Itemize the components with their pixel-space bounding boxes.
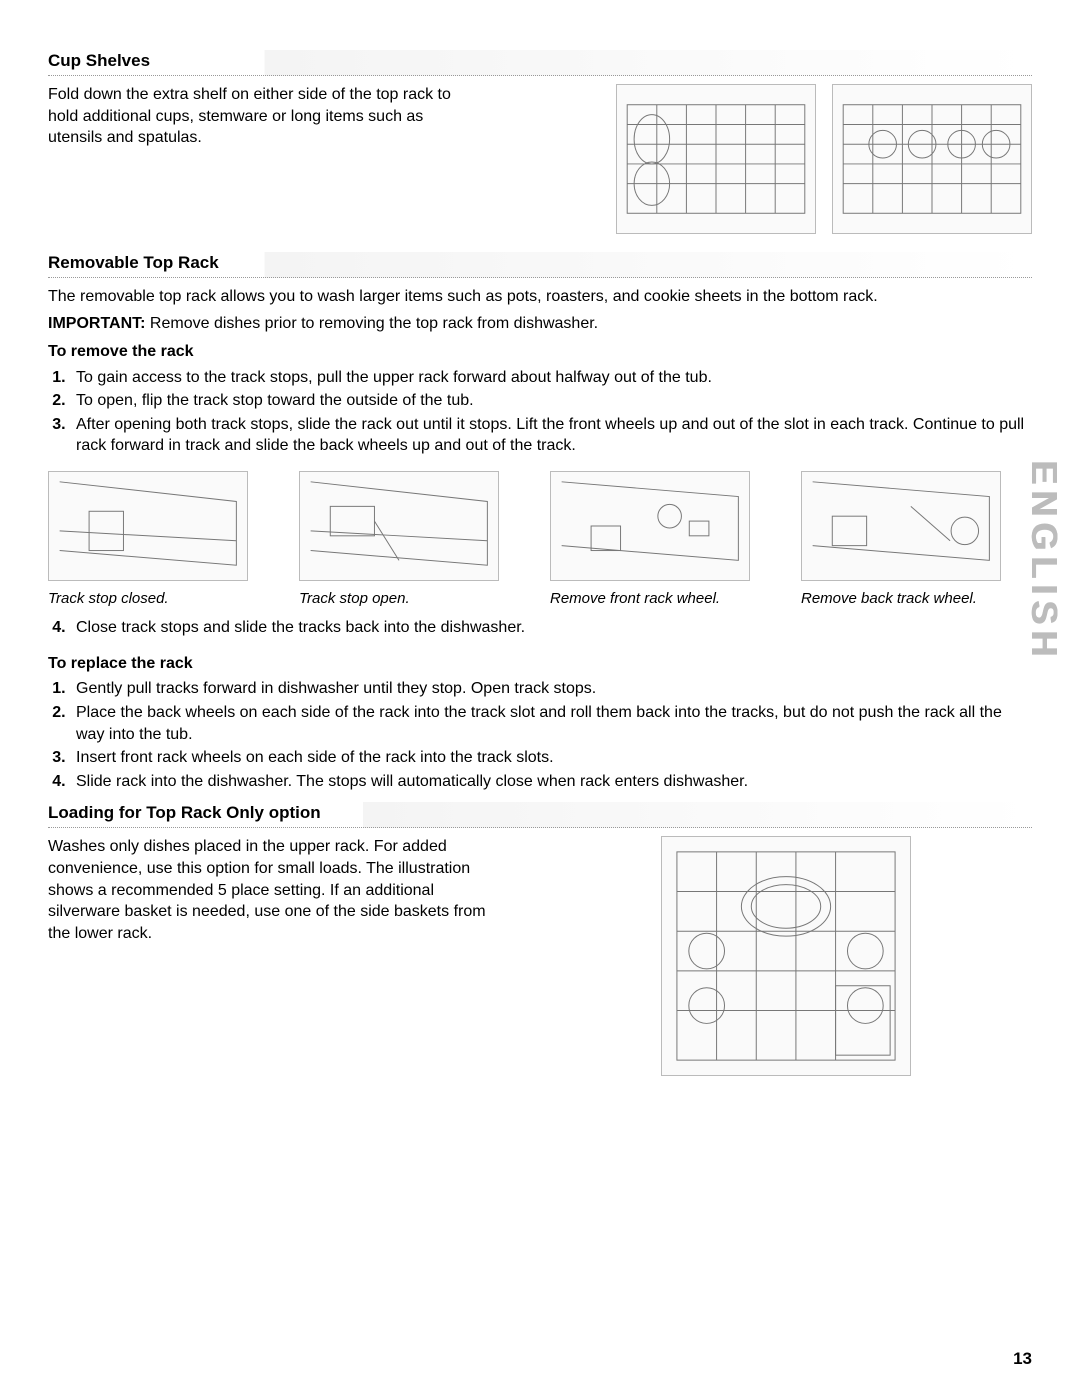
illustration-cup-shelf-right	[832, 84, 1032, 234]
remove-step-1: To gain access to the track stops, pull …	[70, 367, 1032, 389]
replace-step-3: Insert front rack wheels on each side of…	[70, 747, 1032, 769]
caption-track-stop-closed: Track stop closed.	[48, 589, 169, 609]
remove-step-3: After opening both track stops, slide th…	[70, 414, 1032, 457]
caption-remove-back-wheel: Remove back track wheel.	[801, 589, 977, 609]
remove-step-4: Close track stops and slide the tracks b…	[70, 617, 1032, 639]
illustration-remove-back-wheel	[801, 471, 1001, 581]
cup-shelves-text: Fold down the extra shelf on either side…	[48, 84, 481, 149]
replace-step-4: Slide rack into the dishwasher. The stop…	[70, 771, 1032, 793]
subheading-to-remove-rack: To remove the rack	[48, 341, 1032, 363]
remove-step-2: To open, flip the track stop toward the …	[70, 390, 1032, 412]
illustration-track-stop-closed	[48, 471, 248, 581]
remove-rack-steps: To gain access to the track stops, pull …	[70, 367, 1032, 457]
replace-rack-steps: Gently pull tracks forward in dishwasher…	[70, 678, 1032, 792]
important-text: Remove dishes prior to removing the top …	[145, 315, 598, 332]
important-label: IMPORTANT:	[48, 315, 145, 332]
replace-step-2: Place the back wheels on each side of th…	[70, 702, 1032, 745]
caption-track-stop-open: Track stop open.	[299, 589, 410, 609]
important-line: IMPORTANT: Remove dishes prior to removi…	[48, 313, 1032, 335]
section-heading-loading-top-rack-only: Loading for Top Rack Only option	[48, 802, 1032, 828]
track-stop-illustrations: Track stop closed. Track stop open. Remo…	[48, 471, 1032, 609]
illustration-remove-front-wheel	[550, 471, 750, 581]
illustration-top-rack-loading	[661, 836, 911, 1076]
loading-text: Washes only dishes placed in the upper r…	[48, 836, 501, 944]
illustration-track-stop-open	[299, 471, 499, 581]
illustration-cup-shelf-left	[616, 84, 816, 234]
section-heading-cup-shelves: Cup Shelves	[48, 50, 1032, 76]
removable-intro-text: The removable top rack allows you to was…	[48, 286, 1032, 308]
side-language-label: ENGLISH	[1019, 460, 1068, 662]
cup-shelves-block: Fold down the extra shelf on either side…	[48, 84, 1032, 234]
remove-rack-step-4-list: Close track stops and slide the tracks b…	[70, 617, 1032, 639]
replace-step-1: Gently pull tracks forward in dishwasher…	[70, 678, 1032, 700]
loading-block: Washes only dishes placed in the upper r…	[48, 836, 1032, 1076]
section-heading-removable-top-rack: Removable Top Rack	[48, 252, 1032, 278]
page-number: 13	[1013, 1348, 1032, 1371]
subheading-to-replace-rack: To replace the rack	[48, 653, 1032, 675]
caption-remove-front-wheel: Remove front rack wheel.	[550, 589, 720, 609]
